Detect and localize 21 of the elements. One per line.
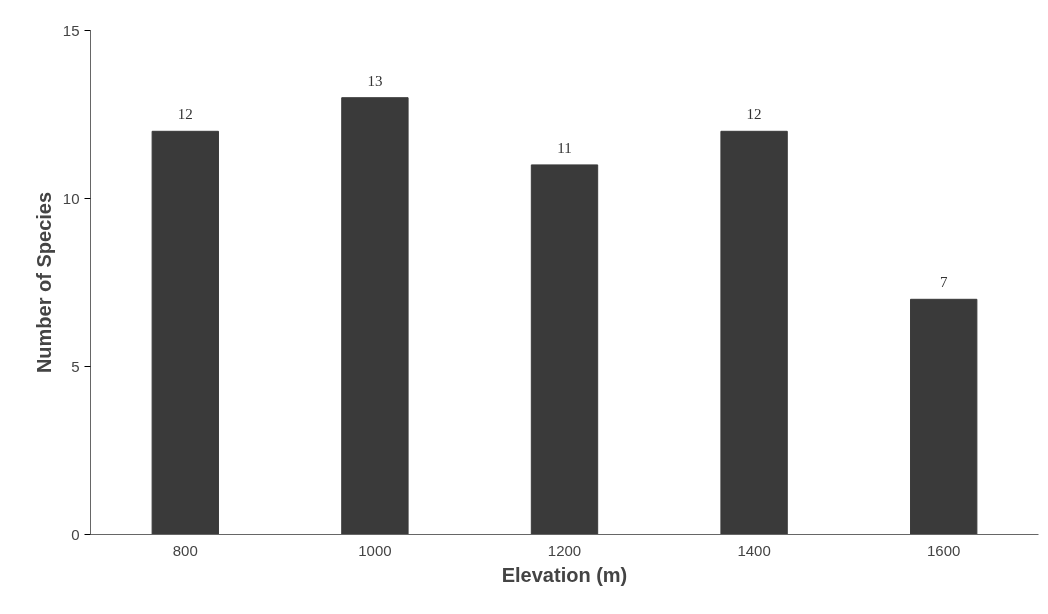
y-tick-label: 10 <box>62 189 80 207</box>
bar <box>151 130 219 535</box>
y-tick-label: 15 <box>62 21 80 39</box>
y-axis-title: Number of Species <box>32 191 55 374</box>
data-label: 12 <box>177 106 193 123</box>
data-label: 7 <box>939 274 948 291</box>
bar <box>530 164 599 535</box>
x-axis-title: Elevation (m) <box>501 563 628 586</box>
y-tick-label: 5 <box>71 357 80 375</box>
bar <box>720 130 788 535</box>
bar <box>341 97 409 535</box>
data-label: 12 <box>746 106 762 123</box>
y-tick-label: 0 <box>71 525 80 543</box>
x-tick-label: 1000 <box>358 541 392 559</box>
data-label: 13 <box>367 72 383 89</box>
x-tick-label: 800 <box>172 541 198 559</box>
bar <box>910 298 978 535</box>
x-tick-label: 1200 <box>547 541 582 559</box>
data-label: 11 <box>557 139 572 156</box>
x-tick-label: 1400 <box>737 541 771 559</box>
x-tick-label: 1600 <box>927 541 961 559</box>
